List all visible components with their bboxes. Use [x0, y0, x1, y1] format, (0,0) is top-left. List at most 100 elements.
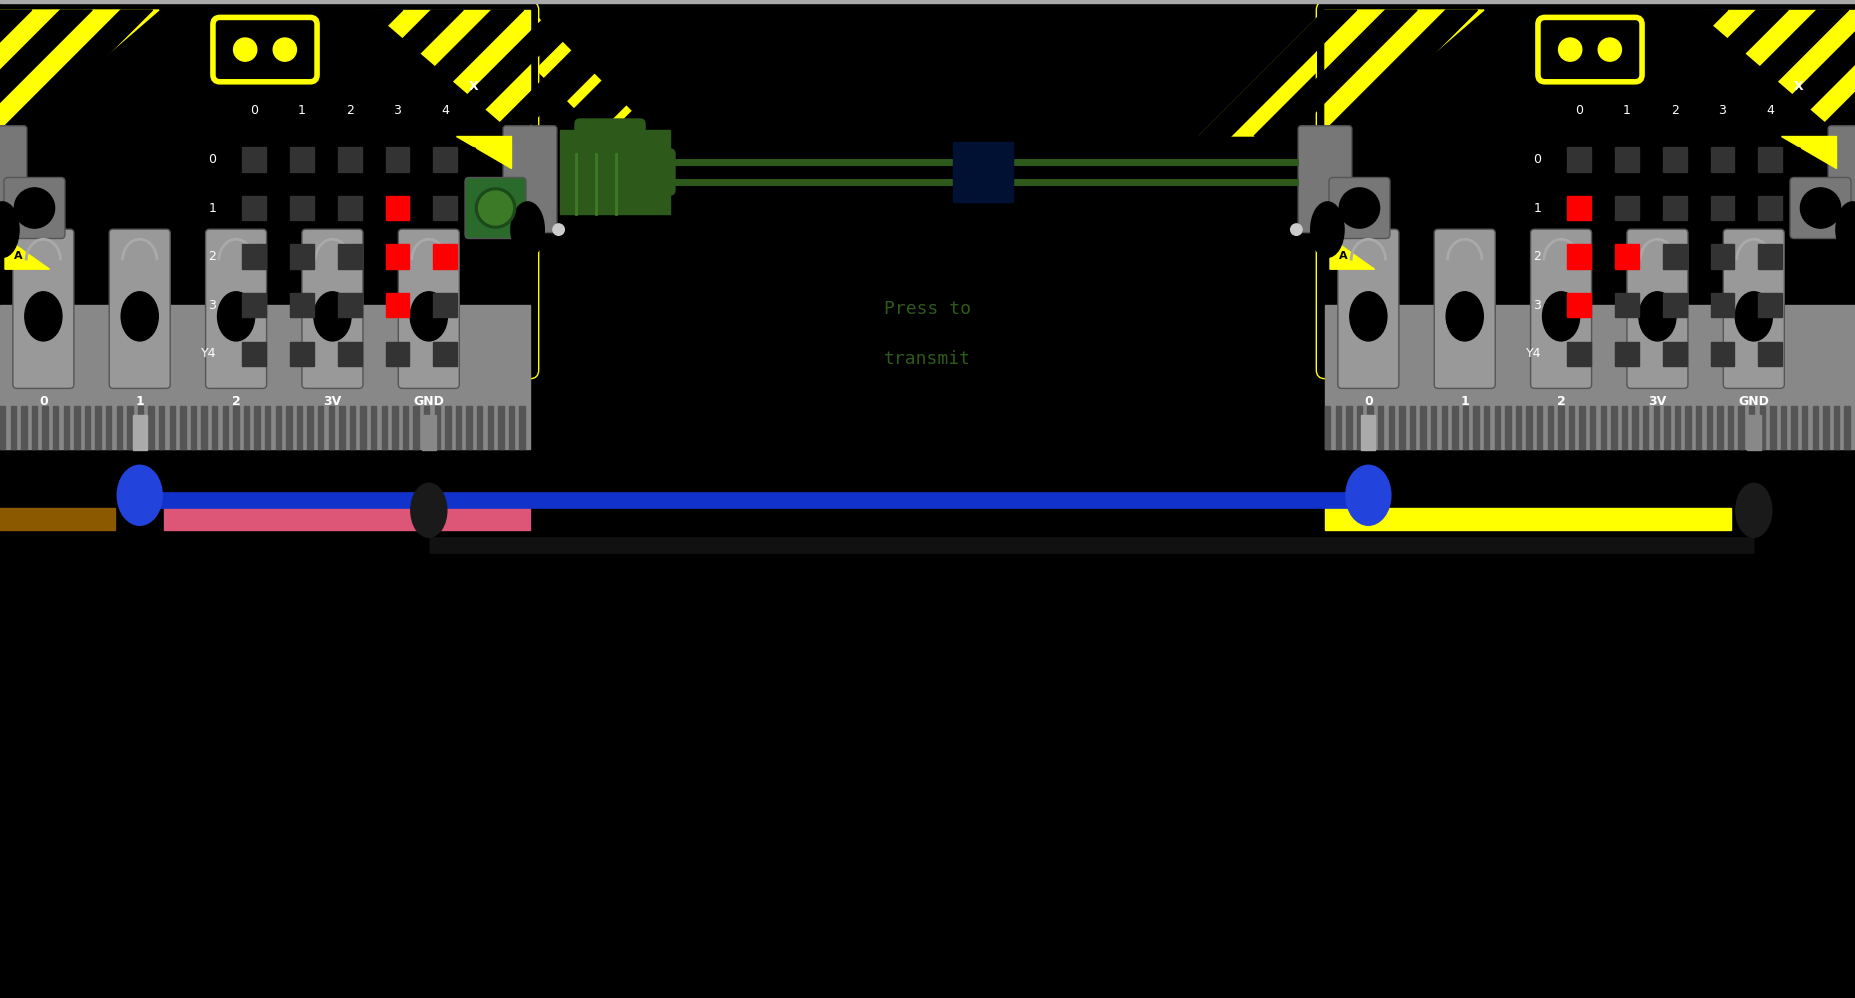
Text: 2: 2 — [1671, 105, 1679, 118]
Polygon shape — [234, 10, 403, 147]
Bar — [43, 406, 48, 449]
Polygon shape — [1324, 10, 1484, 147]
Bar — [0, 0, 1855, 3]
FancyBboxPatch shape — [4, 178, 65, 239]
FancyBboxPatch shape — [1627, 230, 1688, 388]
Polygon shape — [0, 10, 32, 147]
Bar — [477, 406, 482, 449]
FancyBboxPatch shape — [1317, 2, 1855, 378]
Polygon shape — [1324, 10, 1484, 147]
Polygon shape — [1681, 10, 1849, 147]
Polygon shape — [616, 10, 785, 147]
Text: 3: 3 — [208, 298, 217, 311]
Bar — [1662, 341, 1686, 366]
Polygon shape — [299, 10, 466, 147]
Polygon shape — [1799, 10, 1855, 136]
Bar — [1484, 406, 1490, 449]
Polygon shape — [1634, 10, 1816, 136]
FancyBboxPatch shape — [109, 230, 171, 388]
FancyBboxPatch shape — [1790, 178, 1851, 239]
Bar — [434, 148, 456, 172]
Polygon shape — [198, 10, 380, 136]
Polygon shape — [456, 136, 512, 168]
Polygon shape — [1569, 10, 1738, 147]
Bar — [1759, 293, 1783, 317]
Bar — [403, 406, 408, 449]
Text: 1: 1 — [208, 202, 217, 215]
Bar — [0, 406, 6, 449]
Text: X: X — [1794, 80, 1803, 93]
Polygon shape — [0, 10, 160, 147]
Bar — [338, 245, 362, 268]
Bar — [1710, 341, 1734, 366]
Text: 4: 4 — [441, 105, 449, 118]
Text: 0: 0 — [1363, 395, 1373, 408]
Bar — [1835, 406, 1838, 449]
Polygon shape — [1189, 10, 1356, 147]
Bar — [328, 406, 334, 449]
Text: 2: 2 — [232, 395, 241, 408]
Polygon shape — [1198, 10, 1380, 136]
Text: 4: 4 — [1766, 105, 1773, 118]
Bar — [1770, 406, 1775, 449]
Bar — [339, 406, 345, 449]
Text: transmit: transmit — [885, 350, 970, 368]
Bar — [243, 148, 267, 172]
Bar — [289, 293, 313, 317]
Polygon shape — [295, 10, 464, 147]
Bar — [1710, 148, 1734, 172]
Bar — [1710, 245, 1734, 268]
Bar — [1547, 406, 1553, 449]
Circle shape — [475, 188, 516, 229]
Bar — [117, 406, 122, 449]
FancyBboxPatch shape — [1298, 126, 1352, 233]
Bar — [223, 406, 228, 449]
Ellipse shape — [1640, 291, 1677, 341]
Polygon shape — [1579, 10, 1760, 136]
Bar — [434, 196, 456, 221]
Circle shape — [15, 188, 54, 229]
Polygon shape — [1551, 10, 1720, 147]
Ellipse shape — [410, 291, 447, 341]
Polygon shape — [1695, 10, 1855, 147]
Bar — [1336, 406, 1341, 449]
Bar — [317, 406, 323, 449]
Polygon shape — [0, 10, 165, 136]
Polygon shape — [310, 10, 490, 136]
Polygon shape — [245, 10, 414, 147]
Polygon shape — [1315, 10, 1484, 147]
FancyBboxPatch shape — [13, 230, 74, 388]
Bar — [1579, 406, 1584, 449]
Bar — [386, 196, 410, 221]
Bar — [1664, 406, 1670, 449]
Polygon shape — [1749, 10, 1855, 147]
Bar — [243, 293, 267, 317]
Bar — [445, 406, 451, 449]
Bar — [560, 130, 670, 214]
FancyBboxPatch shape — [1829, 126, 1855, 233]
Bar — [265, 406, 271, 449]
Polygon shape — [182, 10, 351, 147]
Ellipse shape — [410, 483, 447, 537]
Bar — [1356, 406, 1362, 449]
Polygon shape — [419, 10, 601, 136]
Polygon shape — [354, 10, 523, 147]
Bar — [1567, 293, 1592, 317]
Bar — [1410, 406, 1415, 449]
FancyBboxPatch shape — [213, 17, 317, 82]
Text: 2: 2 — [345, 105, 354, 118]
Bar — [297, 406, 302, 449]
Polygon shape — [488, 10, 657, 147]
Bar — [1844, 406, 1849, 449]
FancyBboxPatch shape — [503, 126, 556, 233]
Polygon shape — [1490, 10, 1658, 147]
Bar — [1747, 415, 1760, 450]
Bar — [1324, 406, 1330, 449]
Polygon shape — [1443, 10, 1612, 147]
FancyBboxPatch shape — [0, 2, 538, 378]
Bar — [1823, 406, 1829, 449]
Polygon shape — [54, 10, 223, 147]
Circle shape — [1599, 38, 1621, 61]
Text: 3: 3 — [393, 105, 401, 118]
Bar — [249, 10, 282, 370]
